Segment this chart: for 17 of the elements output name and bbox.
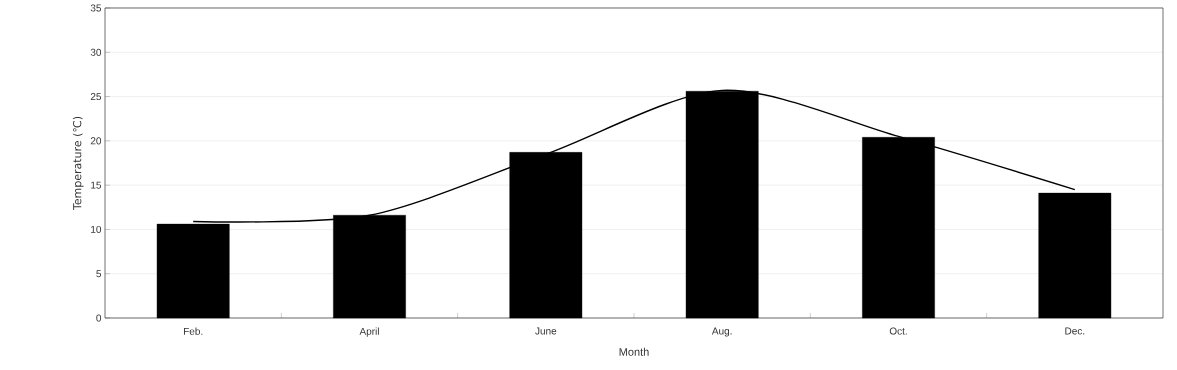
y-axis-title: Temperature (℃) — [72, 116, 84, 211]
x-tick-label: June — [535, 327, 557, 335]
y-tick-label: 35 — [90, 4, 102, 12]
x-tick-label: Aug. — [711, 327, 732, 337]
y-tick-label: 5 — [96, 270, 102, 278]
x-axis-title: Month — [619, 347, 649, 356]
y-tick-label: 10 — [91, 225, 102, 233]
x-tick-label: Dec. — [1065, 327, 1085, 335]
y-tick-label: 25 — [90, 93, 102, 101]
y-tick-label: 30 — [90, 48, 102, 56]
bar — [1038, 192, 1112, 319]
y-tick-label: 20 — [90, 137, 102, 145]
x-tick-label: Feb. — [183, 327, 203, 335]
x-tick-label: Oct. — [889, 327, 907, 335]
y-tick-label: 0 — [96, 314, 102, 322]
x-tick-label: April — [359, 327, 379, 337]
y-tick-label: 15 — [91, 181, 102, 189]
